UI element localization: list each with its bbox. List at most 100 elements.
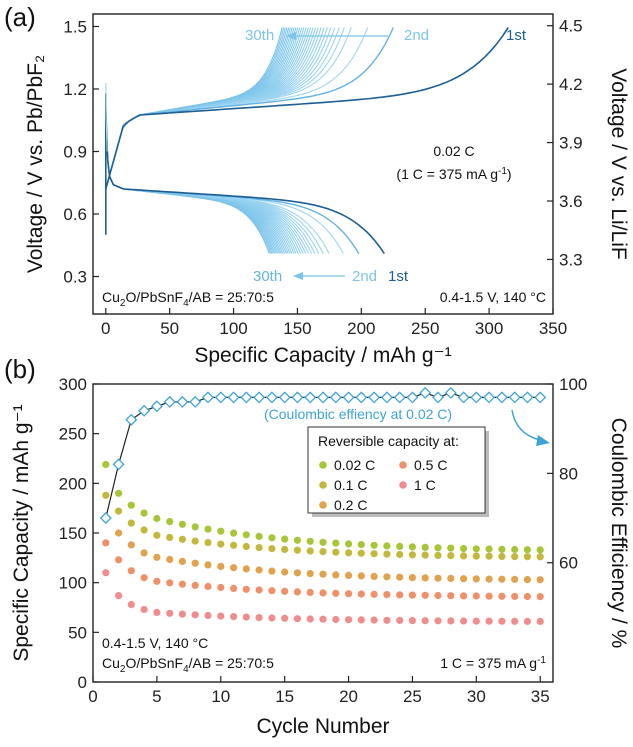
ce-point: [431, 391, 445, 404]
capacity-point-01C: [319, 548, 327, 556]
capacity-point-01C: [421, 551, 429, 559]
panel-a-y-ticks: 0.3 0.6 0.9 1.2 1.5: [63, 18, 99, 287]
ce-point: [521, 391, 534, 404]
capacity-point-1C: [460, 617, 468, 625]
capacity-point-1C: [383, 616, 391, 624]
panel-a-label: (a): [4, 2, 36, 32]
capacity-point-02C: [460, 575, 468, 583]
ce-point: [201, 391, 215, 404]
capacity-point-05C: [396, 591, 404, 599]
capacity-point-05C: [472, 592, 480, 600]
capacity-point-002C: [306, 537, 314, 545]
capacity-point-05C: [345, 590, 353, 598]
capacity-point-02C: [217, 562, 225, 571]
a-x-tick-label: 50: [160, 319, 179, 338]
capacity-point-05C: [383, 591, 391, 599]
capacity-point-01C: [102, 491, 110, 499]
b-y-tick-label: 50: [68, 623, 87, 642]
panel-b-y-ticks: 0 50 100 150 200 250 300: [59, 375, 99, 692]
capacity-point-02C: [166, 555, 174, 564]
capacity-point-1C: [255, 614, 263, 622]
a-x-tick-label: 200: [347, 319, 375, 338]
capacity-point-1C: [230, 613, 238, 621]
capacity-point-002C: [319, 538, 327, 546]
capacity-point-05C: [166, 579, 174, 587]
capacity-point-02C: [332, 571, 340, 579]
capacity-point-002C: [153, 514, 161, 523]
capacity-point-02C: [306, 570, 314, 578]
capacity-point-01C: [255, 544, 263, 552]
discharge-curve-2nd: [105, 109, 360, 254]
capacity-point-05C: [460, 592, 468, 600]
capacity-point-05C: [319, 589, 327, 597]
capacity-point-002C: [332, 539, 340, 547]
capacity-point-1C: [345, 616, 353, 624]
capacity-point-1C: [511, 617, 519, 625]
capacity-point-05C: [242, 585, 250, 593]
capacity-point-02C: [153, 553, 161, 561]
ce-point: [278, 391, 291, 404]
arrow-discharge-head: [293, 272, 303, 280]
panel-a-rate-definition: (1 C = 375 mA g-1): [396, 166, 511, 182]
capacity-point-1C: [166, 609, 174, 617]
capacity-point-05C: [408, 591, 416, 599]
capacity-point-02C: [498, 575, 506, 583]
capacity-point-05C: [357, 590, 365, 598]
panel-a-x-label: Specific Capacity / mAh g⁻¹: [194, 344, 451, 367]
ce-point: [189, 395, 202, 408]
discharge-curve-cycle: [105, 109, 281, 254]
charge-curve-cycle: [105, 27, 332, 190]
ce-point: [368, 391, 381, 404]
panel-b-x-ticks: 0 5 10 15 20 25 30 35: [88, 676, 550, 706]
discharge-curve-cycle: [105, 109, 284, 254]
label-discharge-30th: 30th: [253, 268, 282, 285]
b-y2-tick-label: 80: [559, 464, 578, 483]
discharge-curve-cycle: [105, 109, 273, 254]
b-x-tick-label: 15: [275, 687, 294, 706]
legend-label-02C: 0.2 C: [334, 497, 367, 513]
b-y-tick-label: 150: [59, 524, 87, 543]
initial-spike: [105, 82, 108, 152]
capacity-point-002C: [115, 489, 123, 497]
capacity-point-05C: [191, 581, 199, 590]
capacity-point-002C: [230, 529, 238, 537]
ce-point: [163, 395, 176, 408]
b-y-tick-label: 0: [78, 673, 87, 692]
ce-point: [99, 511, 112, 525]
capacity-point-02C: [345, 571, 353, 580]
ce-point: [253, 391, 266, 404]
panel-b-points: [102, 460, 544, 626]
capacity-point-01C: [204, 539, 212, 547]
discharge-curve-cycle: [105, 109, 302, 254]
capacity-point-01C: [345, 549, 353, 557]
capacity-point-002C: [447, 544, 455, 552]
capacity-point-05C: [102, 539, 110, 547]
ce-point: [304, 391, 317, 404]
capacity-point-02C: [511, 575, 519, 584]
capacity-point-1C: [498, 617, 506, 625]
discharge-curve-cycle: [105, 109, 276, 254]
ce-point: [291, 391, 304, 404]
capacity-point-01C: [511, 553, 519, 561]
capacity-point-01C: [523, 553, 532, 561]
discharge-curve-cycle: [105, 109, 282, 254]
legend-title: Reversible capacity at:: [318, 433, 459, 449]
ce-arrow-head: [536, 435, 550, 446]
capacity-point-02C: [408, 574, 416, 582]
ce-point: [214, 391, 227, 404]
panel-b-x-label: Cycle Number: [256, 715, 389, 738]
legend-label-05C: 0.5 C: [414, 457, 447, 473]
capacity-point-002C: [472, 545, 480, 553]
a-x-tick-label: 0: [101, 319, 110, 338]
ce-point: [329, 391, 342, 404]
capacity-point-1C: [370, 616, 378, 624]
ce-point: [355, 391, 368, 404]
capacity-point-002C: [460, 544, 468, 553]
capacity-point-01C: [447, 552, 455, 560]
capacity-point-002C: [242, 531, 250, 539]
capacity-point-05C: [293, 588, 301, 596]
capacity-point-002C: [191, 523, 199, 531]
panel-a-y2-ticks: 3.3 3.6 3.9 4.2 4.5: [547, 17, 583, 269]
capacity-point-002C: [102, 460, 110, 469]
capacity-point-1C: [332, 615, 340, 624]
